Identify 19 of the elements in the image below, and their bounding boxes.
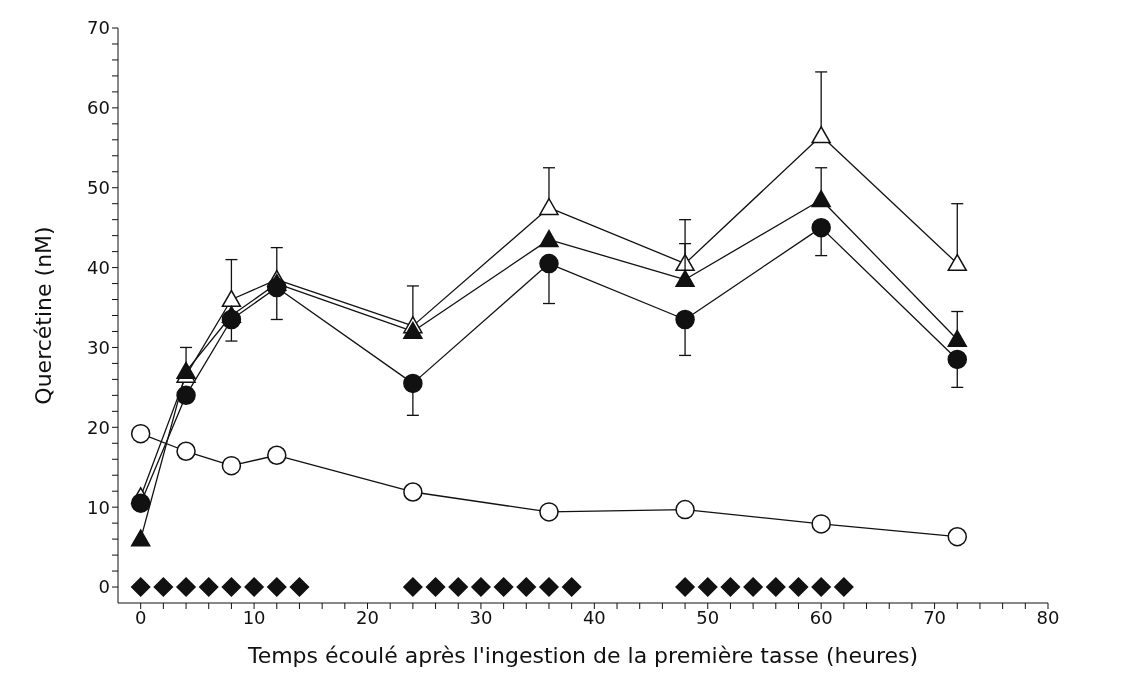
y-tick-label: 70 <box>87 17 110 39</box>
x-tick-label: 30 <box>469 606 493 628</box>
x-tick-label: 80 <box>1036 606 1060 628</box>
x-tick-label: 10 <box>242 606 266 628</box>
y-tick-label: 20 <box>87 416 110 438</box>
y-tick-label: 50 <box>87 177 110 199</box>
x-tick-label: 20 <box>356 606 379 628</box>
y-tick-label: 0 <box>98 576 110 598</box>
y-tick-label: 10 <box>87 496 110 518</box>
x-axis-title: Temps écoulé après l'ingestion de la première tasse (heures) <box>246 643 919 668</box>
y-tick-label: 30 <box>87 336 110 358</box>
x-tick-label: 0 <box>134 606 147 628</box>
y-axis-title: Quercétine (nM) <box>30 226 56 405</box>
y-tick-label: 60 <box>87 97 110 119</box>
x-tick-label: 60 <box>809 606 833 628</box>
x-tick-label: 70 <box>923 606 947 628</box>
x-tick-label: 40 <box>582 606 606 628</box>
x-tick-label: 50 <box>696 606 720 628</box>
y-tick-label: 40 <box>87 256 110 278</box>
